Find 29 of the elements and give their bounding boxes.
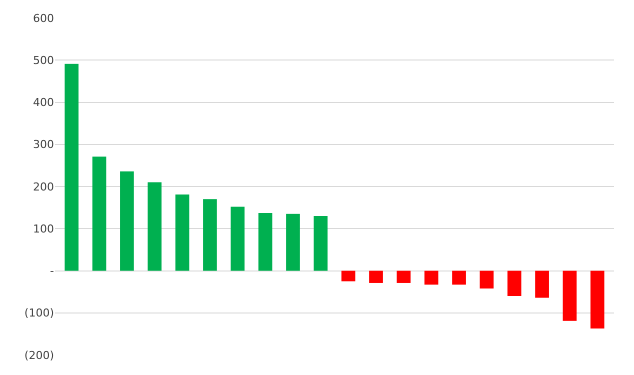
bar [258,213,272,271]
bar [314,216,328,271]
bar [64,64,79,271]
y-tick-label: 100 [33,222,54,236]
y-tick-label: 500 [33,54,54,67]
bar [480,270,494,288]
y-tick-label: 400 [33,96,54,110]
bar [148,182,162,271]
bar [507,270,522,296]
y-tick-label: - [50,264,54,278]
bar [175,194,190,271]
y-tick-label: 600 [33,12,54,25]
bar [286,214,300,271]
bar [452,270,466,285]
y-tick-label: (100) [24,306,54,320]
bar [424,270,438,285]
bar [203,199,217,271]
bar [92,156,106,271]
bar [230,206,245,271]
bar [341,270,356,282]
bar [396,270,411,283]
y-tick-label: (200) [24,348,54,362]
y-tick-label: 200 [33,180,54,194]
bar [120,171,134,271]
bar [590,270,604,328]
bar [535,270,549,298]
bar [369,270,383,283]
bar [562,270,577,321]
y-tick-label: 300 [33,138,54,152]
